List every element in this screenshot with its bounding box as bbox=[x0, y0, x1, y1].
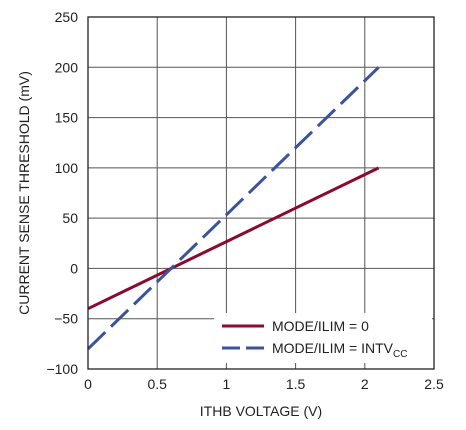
y-tick-label: 100 bbox=[55, 160, 79, 176]
y-tick-label: 50 bbox=[62, 210, 78, 226]
series-line-0 bbox=[87, 166, 380, 311]
x-tick-label: 2 bbox=[361, 376, 369, 392]
legend-background bbox=[214, 313, 432, 363]
plot-frame bbox=[87, 16, 435, 370]
y-axis-label: CURRENT SENSE THRESHOLD (mV) bbox=[16, 71, 32, 315]
legend: MODE/ILIM = 0 MODE/ILIM = INTVCC bbox=[214, 313, 432, 363]
x-tick-label: 1.5 bbox=[286, 376, 306, 392]
y-tick-label: −100 bbox=[46, 361, 78, 377]
tick-labels: 0 0.5 1 1.5 2 2.5 −100 −50 0 50 100 150 200 250 bbox=[46, 9, 443, 392]
x-tick-label: 1 bbox=[223, 376, 231, 392]
y-tick-label: 200 bbox=[55, 59, 79, 75]
legend-label-mode-ilim-intvcc: MODE/ILIM = INTVCC bbox=[272, 340, 407, 360]
x-tick-label: 2.5 bbox=[424, 376, 444, 392]
y-tick-label: −50 bbox=[54, 311, 78, 327]
x-tick-label: 0 bbox=[84, 376, 92, 392]
series-layer bbox=[86, 66, 380, 350]
y-tick-label: 150 bbox=[55, 110, 79, 126]
x-axis-label: ITHB VOLTAGE (V) bbox=[200, 403, 322, 419]
series-line-1 bbox=[86, 66, 380, 350]
legend-label-main: MODE/ILIM = INTV bbox=[272, 340, 394, 356]
x-tick-label: 0.5 bbox=[147, 376, 167, 392]
legend-label-subscript: CC bbox=[393, 349, 407, 360]
y-tick-label: 0 bbox=[70, 260, 78, 276]
y-tick-label: 250 bbox=[55, 9, 79, 25]
legend-label-mode-ilim-0: MODE/ILIM = 0 bbox=[272, 318, 369, 334]
